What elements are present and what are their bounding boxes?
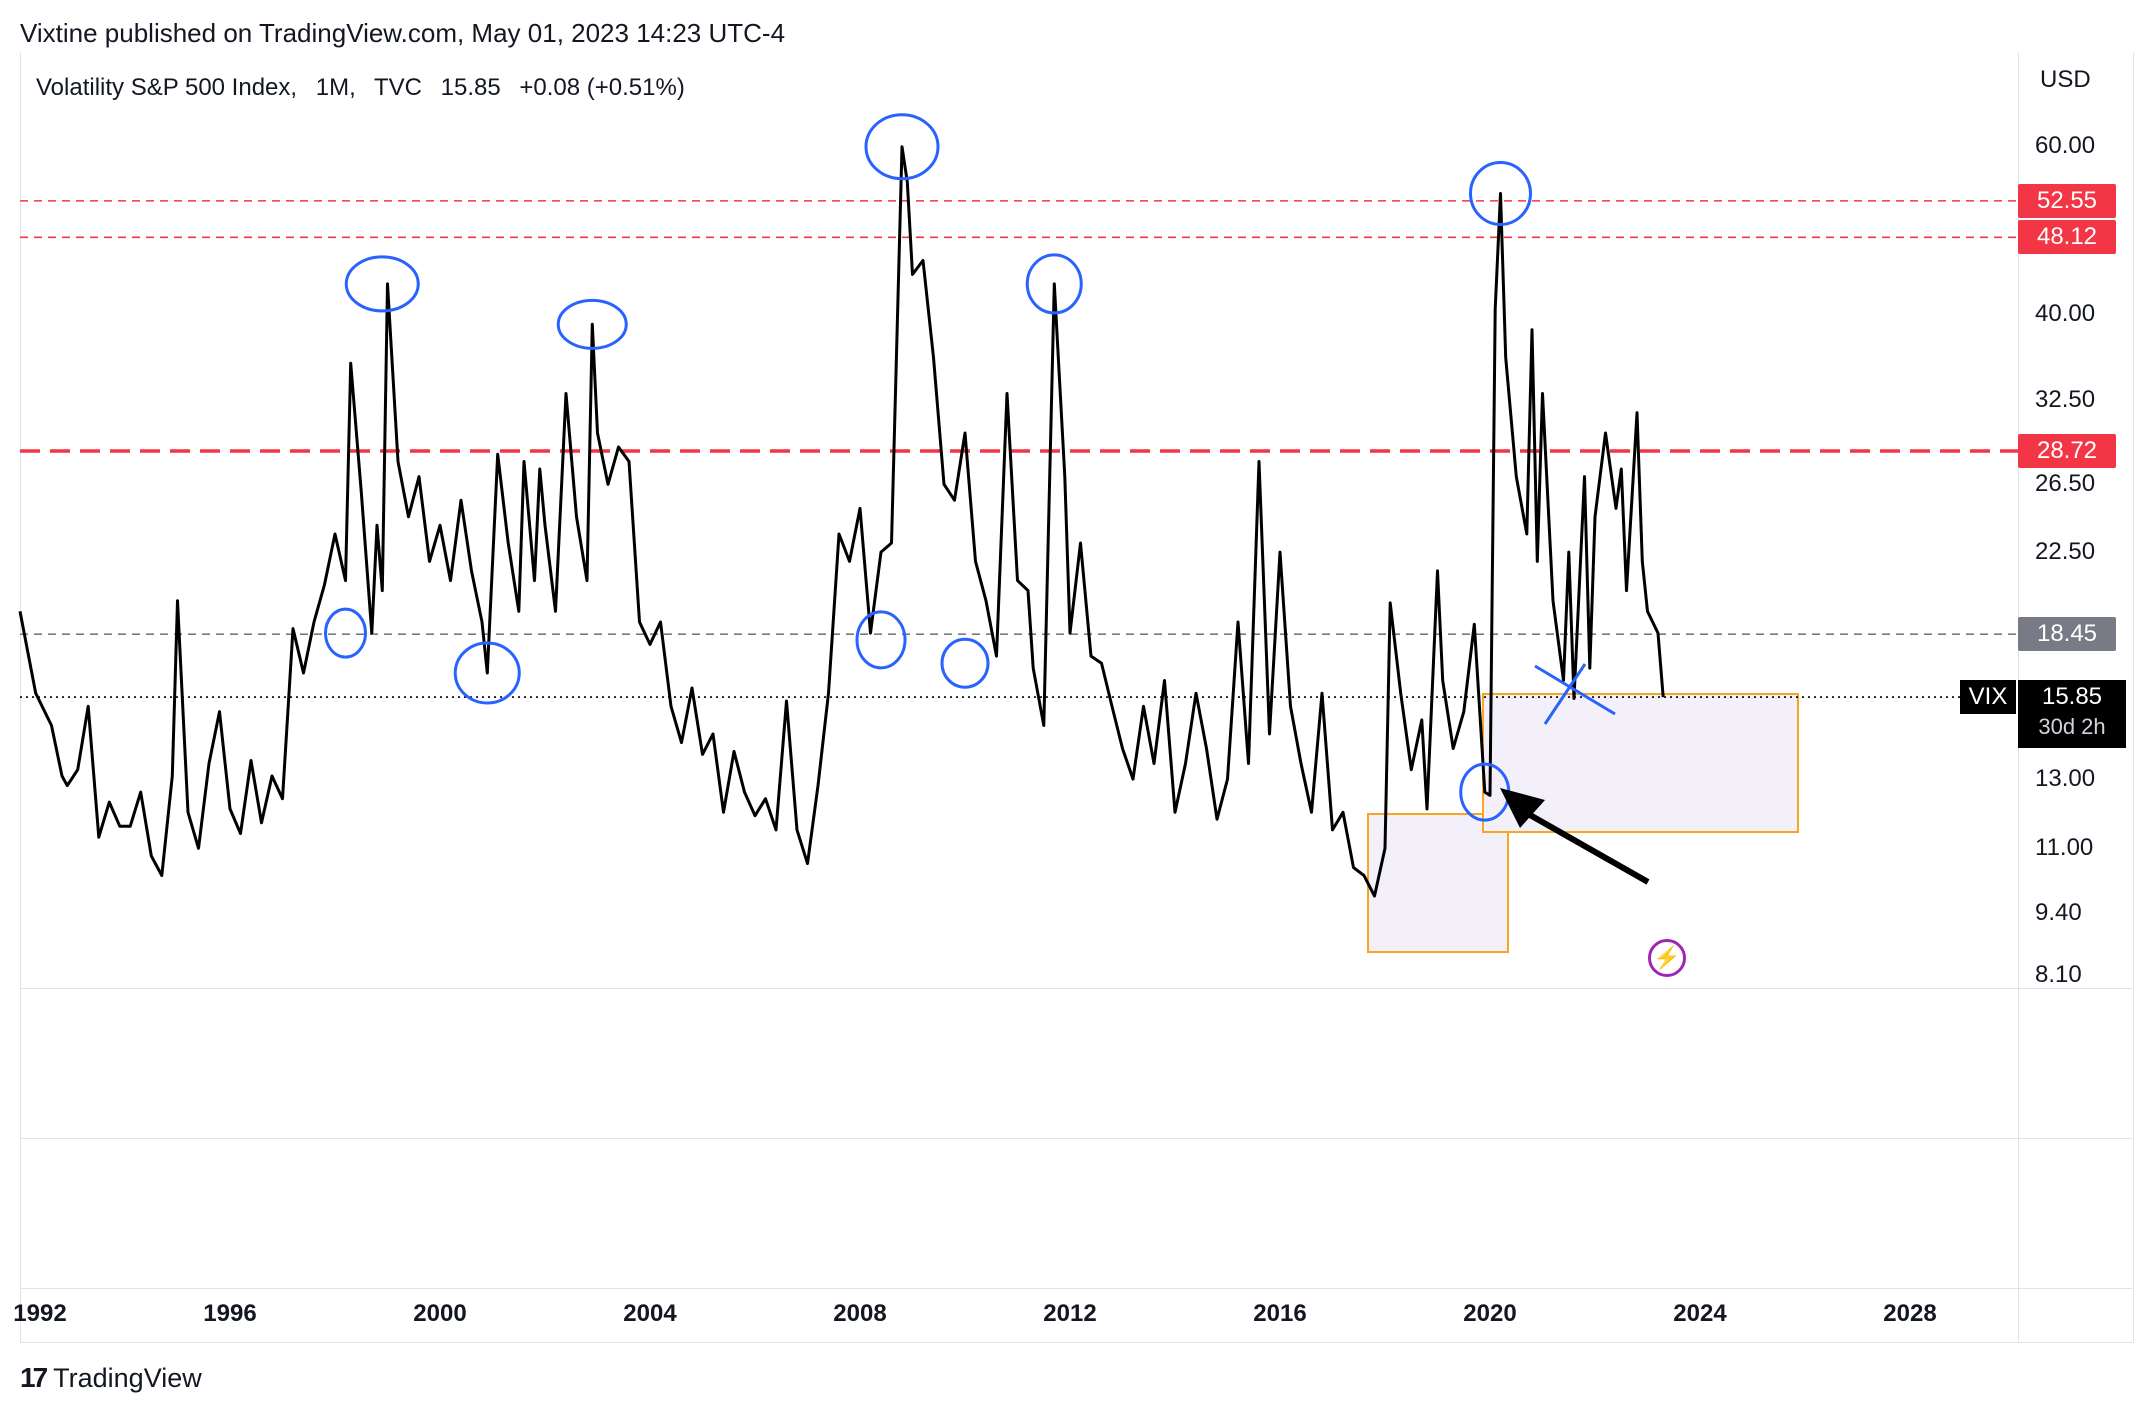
legend-symbol-name: Volatility S&P 500 Index: [36, 74, 291, 101]
pane-separator-2[interactable]: [20, 1138, 2132, 1139]
current-price: 15.85: [2041, 683, 2103, 710]
annotation-circle-2: [556, 298, 628, 350]
annotation-circle-8: [855, 610, 907, 670]
level-badge: 48.12: [2018, 220, 2116, 255]
year-tick-label: 2000: [413, 1300, 467, 1327]
year-tick-label: 2012: [1043, 1300, 1097, 1327]
year-tick-label: 2008: [833, 1300, 887, 1327]
year-tick-label: 2016: [1253, 1300, 1307, 1327]
price-tick-label: 13.00: [2035, 765, 2096, 793]
vix-price-line: [18, 145, 1665, 898]
price-tick-label: 26.50: [2035, 470, 2096, 498]
annotation-circle-6: [324, 607, 367, 659]
annotation-circle-7: [453, 641, 521, 705]
range-box-2017: [1367, 813, 1509, 953]
price-tick-label: 11.00: [2035, 834, 2094, 862]
annotation-circle-3: [864, 113, 940, 181]
time-axis-separator: [20, 1288, 2132, 1289]
year-tick-label: 2004: [623, 1300, 677, 1327]
year-tick-label: 1992: [13, 1300, 67, 1327]
legend-last: 15.85: [440, 74, 501, 101]
level-badge: 28.72: [2018, 434, 2116, 468]
currency-label[interactable]: USD: [2040, 66, 2091, 93]
price-tick-label: 22.50: [2035, 538, 2096, 566]
publisher-line: Vixtine published on TradingView.com, Ma…: [20, 18, 786, 48]
year-tick-label: 2024: [1673, 1300, 1727, 1327]
legend-change: +0.08 (+0.51%): [519, 74, 685, 101]
level-badge: 18.45: [2018, 617, 2116, 652]
annotation-arrow-head: [1500, 788, 1545, 828]
current-price-badge: 15.85 30d 2h: [2018, 680, 2126, 748]
legend-interval: 1M: [315, 74, 350, 101]
annotation-cross-stroke-1: [1534, 664, 1616, 716]
lightning-icon[interactable]: ⚡: [1648, 939, 1686, 977]
symbol-legend[interactable]: Volatility S&P 500 Index, 1M, TVC 15.85 …: [36, 74, 685, 101]
annotation-cross-stroke-2: [1543, 663, 1587, 725]
tradingview-brand: TradingView: [53, 1362, 202, 1393]
level-badge: 52.55: [2018, 183, 2116, 218]
price-tick-label: 9.40: [2035, 899, 2082, 927]
year-tick-label: 2020: [1463, 1300, 1517, 1327]
annotation-circle-4: [1025, 253, 1083, 315]
price-tick-label: 8.10: [2035, 961, 2082, 988]
legend-exchange: TVC: [373, 74, 422, 101]
price-tick-label: 60.00: [2035, 132, 2096, 159]
price-tick-label: 40.00: [2035, 299, 2096, 327]
price-tick-label: 32.50: [2035, 385, 2096, 413]
tradingview-logo[interactable]: 17 TradingView: [20, 1362, 202, 1394]
pane-separator[interactable]: [20, 988, 2132, 989]
year-tick-label: 1996: [203, 1300, 257, 1327]
annotation-arrow-shaft: [1528, 812, 1650, 885]
annotation-circle-9: [940, 637, 990, 689]
bar-countdown: 30d 2h: [2038, 714, 2106, 739]
annotation-circle-1: [344, 255, 420, 313]
annotation-circle-5: [1469, 160, 1532, 226]
year-tick-label: 2028: [1883, 1300, 1937, 1327]
tradingview-mark-icon: 17: [20, 1362, 48, 1393]
symbol-tag[interactable]: VIX: [1960, 680, 2016, 714]
